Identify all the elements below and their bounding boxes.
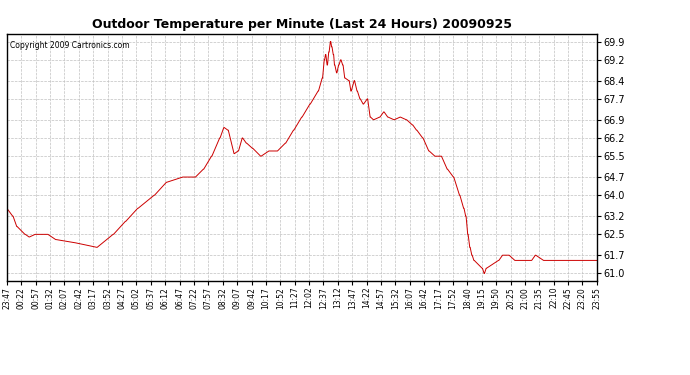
Title: Outdoor Temperature per Minute (Last 24 Hours) 20090925: Outdoor Temperature per Minute (Last 24 … <box>92 18 512 31</box>
Text: Copyright 2009 Cartronics.com: Copyright 2009 Cartronics.com <box>10 41 130 50</box>
